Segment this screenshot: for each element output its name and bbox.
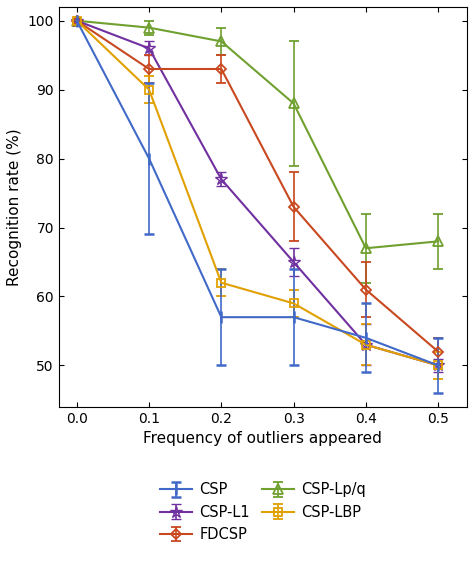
X-axis label: Frequency of outliers appeared: Frequency of outliers appeared [144, 431, 383, 446]
Y-axis label: Recognition rate (%): Recognition rate (%) [7, 128, 22, 286]
Legend: CSP, CSP-L1, FDCSP, CSP-Lp/q, CSP-LBP, : CSP, CSP-L1, FDCSP, CSP-Lp/q, CSP-LBP, [155, 478, 370, 546]
